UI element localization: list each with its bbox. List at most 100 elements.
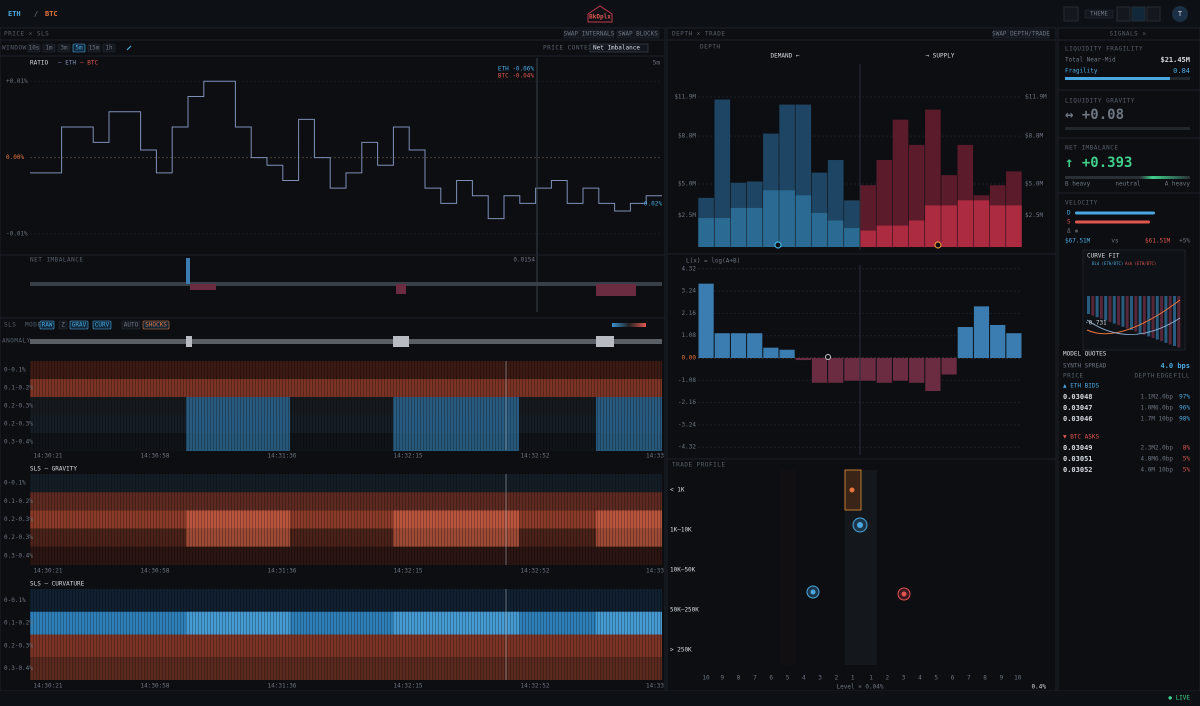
trade-bubble (857, 522, 863, 528)
readout: ETH -0.06% (498, 66, 535, 73)
anomaly-bar (30, 339, 662, 344)
column-header: DEPTH (1134, 373, 1155, 380)
mode-button[interactable] (92, 320, 112, 330)
depth-bar (811, 212, 828, 247)
section-title: CURVE FIT (1087, 253, 1120, 260)
x-tick-label: 4 (802, 675, 806, 682)
ratio-line (30, 80, 662, 220)
scale-label: neutral (1115, 181, 1141, 188)
velocity-bar (1075, 229, 1078, 233)
curve-bar (1142, 296, 1146, 335)
window-readout: 5m (653, 60, 661, 67)
curve-bar (1130, 296, 1133, 330)
curve-bar (1177, 296, 1181, 348)
mode-button[interactable] (69, 320, 89, 330)
depth-bar (730, 207, 747, 247)
avatar[interactable] (1172, 6, 1188, 22)
section-title: VELOCITY (1065, 200, 1098, 207)
y-tick-label: -1.08 (678, 377, 696, 384)
window-button[interactable] (87, 43, 101, 53)
x-tick-label: 1 (869, 675, 873, 682)
window-button[interactable] (72, 43, 86, 53)
gravity-track (1065, 127, 1190, 130)
topbar (0, 0, 1200, 28)
x-tick-label: 5 (934, 675, 938, 682)
quote-cell: 2.0bp (1155, 445, 1173, 452)
lx-bar (779, 349, 795, 358)
mode-button[interactable] (58, 320, 68, 330)
button[interactable] (616, 29, 660, 39)
legend-entry: Bid (ETH/BTC) (1092, 261, 1123, 266)
quote-cell: 97% (1179, 394, 1190, 401)
y-tick-label: -0.01% (6, 230, 28, 237)
mode-button[interactable] (39, 320, 55, 330)
depth-bar (746, 207, 763, 247)
window-button[interactable] (102, 43, 116, 53)
section-title: LIQUIDITY GRAVITY (1065, 98, 1135, 105)
quote-cell: 2.0bp (1155, 394, 1173, 401)
y-tick-label: -4.32 (678, 444, 696, 451)
button[interactable] (563, 29, 615, 39)
time-label: 14:31:36 (268, 568, 297, 575)
depth-bar (989, 205, 1006, 247)
window-button[interactable] (27, 43, 41, 53)
depth-bar (844, 228, 860, 247)
chart-title: L(x) = log(A+B) (686, 258, 740, 265)
window-button-label: 15m (89, 45, 100, 52)
depth-bar (892, 225, 909, 247)
trade-row-label: 50K–250K (670, 607, 699, 614)
time-label: 14:30:21 (34, 568, 63, 575)
y-tick-label: $8.8M (1025, 133, 1043, 140)
toggle-button[interactable] (142, 320, 170, 330)
gravity-value: ↔ +0.08 (1065, 107, 1124, 123)
mode-label: MODE (25, 322, 41, 329)
theme-button[interactable] (1084, 9, 1114, 19)
button[interactable] (992, 29, 1050, 39)
time-label: 14:30:21 (34, 453, 63, 460)
quote-cell: 2.3M (1141, 445, 1156, 452)
status-bar (0, 691, 1200, 706)
heatmap-row-label: 0.1-0.2% (4, 498, 33, 505)
lx-bar (811, 358, 828, 383)
curve-bar (1164, 296, 1168, 343)
mode-button-label: CURV (95, 322, 110, 329)
imbalance-dip (396, 284, 406, 294)
trade-row-label: < 1K (670, 487, 685, 494)
imbalance-dip (596, 284, 636, 296)
x-tick-label: 10 (702, 675, 710, 682)
separator: / (34, 10, 38, 18)
time-label: 14:30:58 (141, 453, 170, 460)
time-label: 14:33 (646, 568, 664, 575)
heatmap-texture (30, 361, 662, 450)
x-tick-label: 9 (720, 675, 724, 682)
velocity-vs: vs (1111, 238, 1119, 245)
lx-bar (763, 347, 779, 358)
depth-bar (714, 99, 731, 247)
velocity-value: $67.51M (1065, 238, 1091, 245)
context-select (589, 43, 649, 53)
depth-bar (973, 200, 990, 247)
lx-bar (747, 333, 763, 358)
heatmap-row-label: 0.2-0.3% (4, 421, 33, 428)
lx-bar (892, 358, 909, 381)
heatmap-texture (30, 589, 662, 680)
window-button-label: 1m (45, 45, 53, 52)
depth-bar (941, 205, 957, 247)
depth-marker (934, 241, 942, 249)
toggle-button[interactable] (121, 320, 141, 330)
heatmap-row-label: 0.2-0.3% (4, 534, 33, 541)
quote-cell: 10bp (1159, 467, 1174, 474)
curve-bar (1160, 296, 1164, 342)
quote-cell: 0.03052 (1063, 466, 1093, 474)
x-tick-label: 9 (1000, 675, 1004, 682)
corner-label: 0.4% (1032, 684, 1047, 691)
lx-bar (957, 327, 973, 358)
window-button[interactable] (42, 43, 56, 53)
window-button[interactable] (57, 43, 71, 53)
velocity-label: D (1067, 210, 1071, 217)
y-tick-label: 4.32 (682, 265, 697, 272)
depth-bar (957, 200, 974, 247)
status: ● LIVE (1168, 695, 1190, 702)
imbalance-bar (1065, 176, 1190, 179)
